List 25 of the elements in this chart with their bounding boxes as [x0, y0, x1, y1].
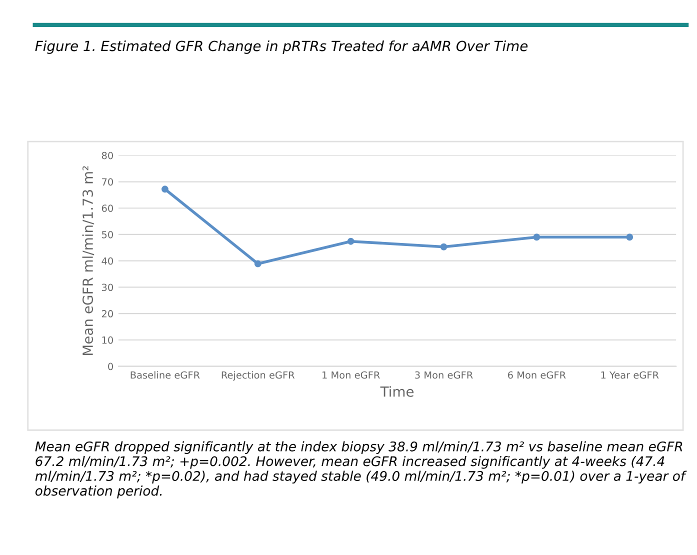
point: [626, 234, 634, 241]
point: [254, 260, 262, 268]
text: Mean eGFR dropped significantly at the index biopsy 38.9 ml/min/1.73 m² vs baseline mean eGFR 67.2 ml/min/1.73 m²; +p=0.002. However, mean eGFR increased significantly at 4-weeks (47.4 ml/min/1.73 m²; *p=0.02), and had stayed stable (49.0 ml/min/1.73 m²; *p=0.01) over a 1-year of observation period.: [35, 441, 687, 498]
x-tick-label: 1 Year eGFR: [601, 371, 659, 379]
y-tick-label: 40: [102, 257, 113, 265]
y-tick-label: 10: [102, 336, 113, 344]
x-tick-label: Rejection eGFR: [222, 371, 295, 381]
x-tick-label: 3 Mon eGFR: [415, 371, 473, 379]
y-axis-title: Mean eGFR ml/min/1.73 m²: [82, 166, 94, 355]
y-tick-label: 70: [102, 178, 113, 186]
point: [440, 243, 448, 250]
point: [533, 234, 540, 241]
y-tick-label: 20: [102, 310, 113, 318]
y-tick-label: 50: [102, 230, 113, 238]
x-tick-label: 6 Mon eGFR: [508, 371, 566, 379]
chart-title: Figure 1. Estimated GFR Change in pRTRs Treated for aAMR Over Time: [35, 40, 528, 54]
y-tick-label: 30: [102, 284, 113, 292]
y-tick-label: 60: [102, 204, 113, 212]
y-tick-label: 80: [102, 152, 113, 160]
y-tick-label: 0: [108, 362, 113, 370]
point: [161, 186, 168, 193]
point: [347, 238, 354, 245]
x-tick-label: 1 Mon eGFR: [322, 371, 380, 379]
x-axis-title: Time: [380, 386, 414, 397]
x-tick-label: Baseline eGFR: [130, 371, 200, 379]
